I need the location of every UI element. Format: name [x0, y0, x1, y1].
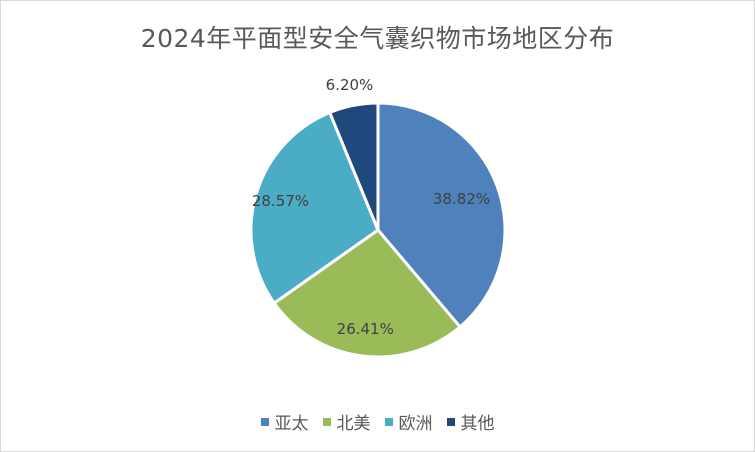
legend-label-4: 其他 — [460, 414, 495, 434]
legend-swatch-1 — [260, 417, 269, 426]
legend-item-3: 欧洲 — [384, 409, 433, 434]
legend-label-3: 欧洲 — [398, 414, 433, 434]
pie-slice-2 — [272, 228, 462, 359]
data-label-2: 26.41% — [337, 320, 394, 338]
chart-title: 2024年平面型安全气囊织物市场地区分布 — [140, 24, 615, 53]
legend-swatch-2 — [322, 417, 331, 426]
legend-swatch-3 — [384, 417, 393, 426]
pie-slices — [249, 101, 507, 359]
legend-swatch-4 — [446, 417, 455, 426]
legend-item-4: 其他 — [446, 409, 495, 434]
pie-slice-1 — [376, 101, 507, 329]
pie-slice-4 — [328, 101, 380, 232]
data-label-3: 28.57% — [252, 192, 309, 210]
pie-slice-3 — [249, 111, 380, 305]
legend-label-1: 亚太 — [274, 414, 309, 434]
data-label-1: 38.82% — [433, 190, 490, 208]
pie-data-labels: 38.82% 26.41% 28.57% 6.20% — [252, 76, 490, 338]
chart-legend: 亚太 北美 欧洲 其他 — [1, 409, 754, 434]
data-label-4: 6.20% — [326, 76, 374, 94]
legend-item-2: 北美 — [322, 409, 371, 434]
legend-item-1: 亚太 — [260, 409, 309, 434]
legend-label-2: 北美 — [336, 414, 371, 434]
